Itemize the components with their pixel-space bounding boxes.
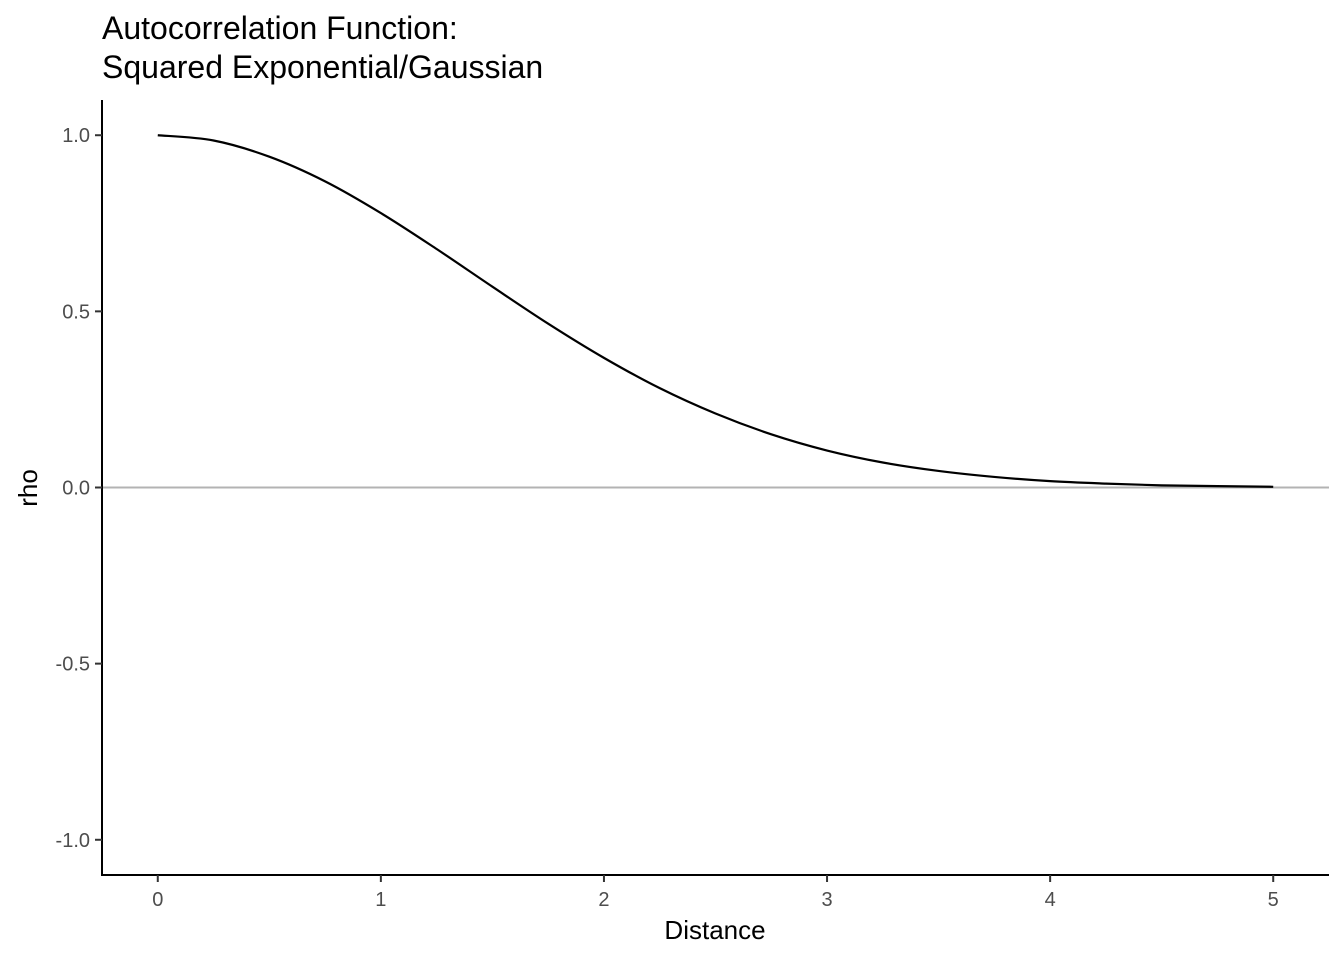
x-tick-label: 0 bbox=[152, 889, 163, 911]
x-tick-label: 2 bbox=[598, 889, 609, 911]
y-axis-ticks: -1.0 -0.5 0.0 0.5 1.0 bbox=[56, 125, 102, 852]
series-line bbox=[157, 134, 1274, 488]
chart-title-line-1: Autocorrelation Function: bbox=[102, 10, 458, 46]
y-tick-label: 0.5 bbox=[62, 301, 90, 323]
y-tick-label: 1.0 bbox=[62, 125, 90, 147]
x-axis-ticks: 0 1 2 3 4 5 bbox=[152, 875, 1279, 911]
chart-title-line-2: Squared Exponential/Gaussian bbox=[102, 49, 543, 85]
x-tick-label: 4 bbox=[1045, 889, 1056, 911]
x-tick-label: 3 bbox=[821, 889, 832, 911]
x-tick-label: 5 bbox=[1268, 889, 1279, 911]
y-tick-label: -1.0 bbox=[56, 830, 90, 852]
x-tick-label: 1 bbox=[375, 889, 386, 911]
y-tick-label: 0.0 bbox=[62, 478, 90, 500]
y-tick-label: -0.5 bbox=[56, 654, 90, 676]
y-axis-title: rho bbox=[13, 469, 43, 507]
x-axis-title: Distance bbox=[664, 915, 765, 945]
